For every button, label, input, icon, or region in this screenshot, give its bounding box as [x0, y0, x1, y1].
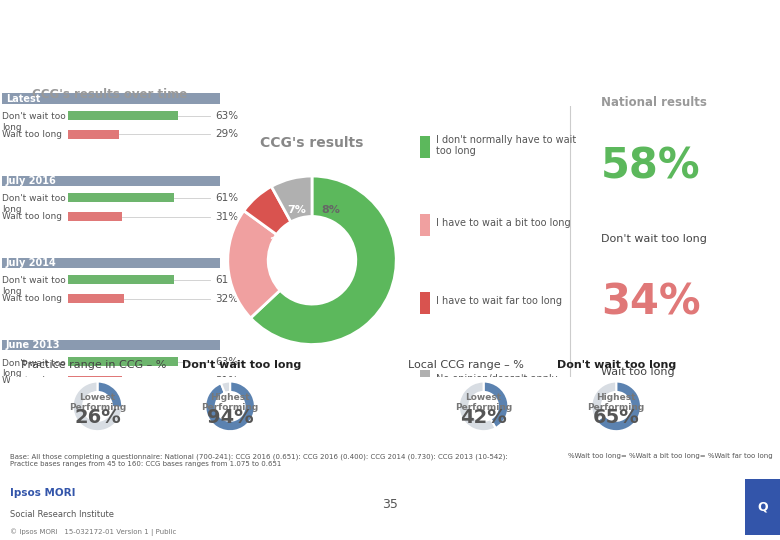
Text: 32%: 32%: [215, 294, 238, 303]
Wedge shape: [271, 176, 312, 222]
Bar: [68, 275, 174, 284]
Text: 31%: 31%: [215, 212, 238, 221]
Text: %Wait too long= %Wait a bit too long= %Wait far too long: %Wait too long= %Wait a bit too long= %W…: [568, 453, 772, 459]
Text: Wait too long: Wait too long: [2, 212, 62, 221]
Text: Waiting times at the GP surgery: Waiting times at the GP surgery: [12, 15, 390, 35]
Text: 7%: 7%: [287, 205, 307, 215]
Wedge shape: [459, 381, 495, 431]
Text: Latest: Latest: [6, 94, 41, 104]
Text: No opinion/doesn't apply: No opinion/doesn't apply: [436, 374, 558, 384]
Bar: [68, 294, 124, 303]
Text: 8%: 8%: [321, 205, 340, 215]
Text: Wait too long: Wait too long: [2, 130, 62, 139]
Wedge shape: [205, 381, 255, 431]
Bar: [68, 111, 178, 120]
Bar: [745, 478, 780, 535]
Title: CCG's results: CCG's results: [261, 136, 363, 150]
Bar: [2, 176, 220, 186]
Wedge shape: [484, 381, 509, 428]
Text: 94%: 94%: [207, 408, 254, 427]
Text: I don't normally have to wait
too long: I don't normally have to wait too long: [436, 134, 576, 156]
Text: Highest
Performing: Highest Performing: [587, 393, 645, 413]
Wedge shape: [250, 176, 396, 345]
Text: Wait too long: Wait too long: [2, 376, 62, 386]
Text: 42%: 42%: [460, 408, 507, 427]
Text: Don't wait too
long: Don't wait too long: [2, 276, 66, 296]
Wedge shape: [228, 211, 280, 318]
Wedge shape: [591, 381, 616, 421]
Text: 29%: 29%: [215, 130, 238, 139]
Bar: [2, 93, 220, 104]
Text: Don't wait too
long: Don't wait too long: [2, 112, 66, 132]
Text: 35: 35: [382, 497, 398, 511]
Bar: [420, 370, 430, 392]
Bar: [68, 130, 119, 139]
Text: June 2013: June 2013: [6, 340, 61, 350]
Text: Don't wait too
long: Don't wait too long: [2, 194, 66, 214]
Text: July 2016: July 2016: [6, 176, 57, 186]
Bar: [68, 212, 122, 221]
Text: Q20. How do you feel about how long you normally have to wait to be seen?: Q20. How do you feel about how long you …: [12, 58, 517, 71]
Text: 31%: 31%: [215, 376, 238, 386]
Text: Wait too long: Wait too long: [2, 294, 62, 303]
Text: I have to wait a bit too long: I have to wait a bit too long: [436, 218, 571, 228]
Text: Social Research Institute: Social Research Institute: [10, 510, 114, 519]
Text: Don't wait too long: Don't wait too long: [601, 234, 707, 244]
Text: 61%: 61%: [215, 275, 238, 285]
Text: 65%: 65%: [593, 408, 640, 427]
Bar: [420, 292, 430, 314]
Bar: [420, 214, 430, 236]
Bar: [2, 340, 220, 350]
Text: 61%: 61%: [215, 193, 238, 202]
Text: Don't wait too
long: Don't wait too long: [2, 359, 66, 378]
Text: 22%: 22%: [269, 237, 296, 247]
Text: Don't wait too long: Don't wait too long: [182, 360, 301, 370]
Wedge shape: [244, 186, 291, 234]
Bar: [68, 357, 178, 366]
Text: 63%: 63%: [215, 357, 238, 367]
Wedge shape: [596, 381, 641, 431]
Text: Ipsos MORI: Ipsos MORI: [10, 488, 76, 498]
Text: 26%: 26%: [74, 408, 121, 427]
Text: 58%: 58%: [601, 145, 700, 187]
Text: I have to wait far too long: I have to wait far too long: [436, 296, 562, 307]
Text: Local CCG range – %: Local CCG range – %: [408, 360, 527, 370]
Text: 63%: 63%: [324, 260, 350, 269]
Text: Lowest
Performing: Lowest Performing: [69, 393, 126, 413]
Bar: [68, 193, 174, 202]
Text: July 2014: July 2014: [6, 258, 57, 268]
Text: 34%: 34%: [601, 281, 700, 323]
Text: Practice range in CCG – %: Practice range in CCG – %: [21, 360, 170, 370]
Text: Wait too long: Wait too long: [601, 367, 675, 377]
Bar: [2, 258, 220, 268]
Bar: [68, 376, 122, 385]
Wedge shape: [221, 381, 230, 393]
Text: Highest
Performing: Highest Performing: [201, 393, 259, 413]
Text: Q: Q: [757, 501, 768, 514]
Text: Don't wait too long: Don't wait too long: [558, 360, 676, 370]
Wedge shape: [73, 381, 122, 431]
Text: 63%: 63%: [215, 111, 238, 120]
Text: National results: National results: [601, 96, 707, 109]
Wedge shape: [98, 381, 122, 408]
Text: Base: All those completing a questionnaire: National (700-241): CCG 2016 (0.651): Base: All those completing a questionnai…: [10, 453, 508, 467]
Bar: [420, 136, 430, 158]
Text: © Ipsos MORI   15-032172-01 Version 1 | Public: © Ipsos MORI 15-032172-01 Version 1 | Pu…: [10, 529, 176, 536]
Text: Lowest
Performing: Lowest Performing: [455, 393, 512, 413]
Text: CCG's results over time: CCG's results over time: [33, 88, 188, 101]
